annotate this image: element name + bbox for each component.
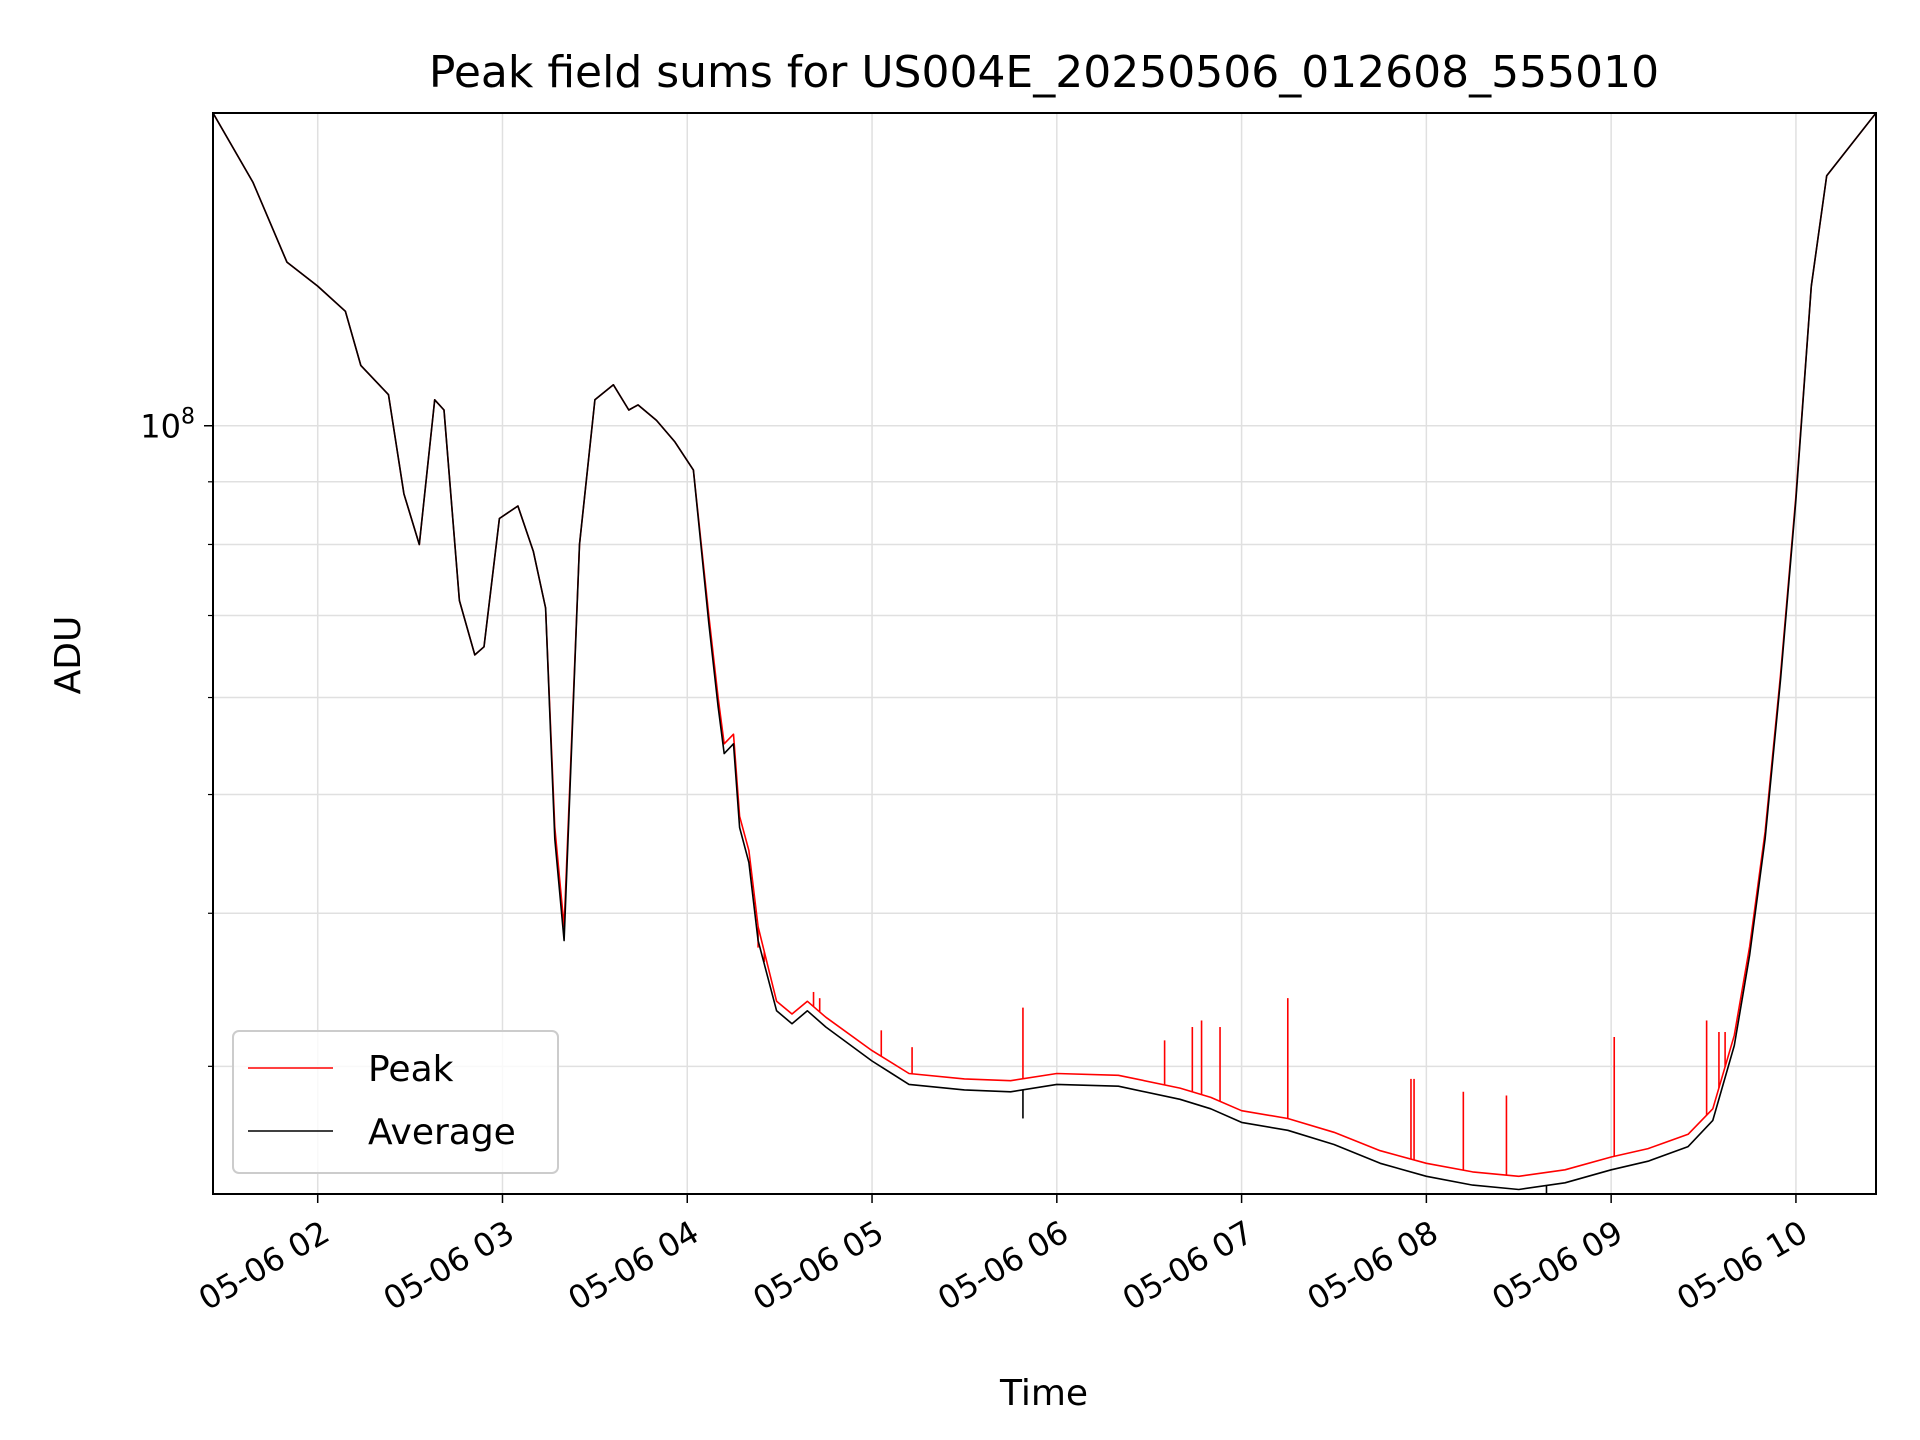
y-tick-label: 108	[140, 405, 195, 446]
plot-area	[213, 113, 1876, 1194]
chart-title: Peak field sums for US004E_20250506_0126…	[429, 47, 1659, 98]
plot-frame	[212, 112, 1877, 1195]
legend-average-label: Average	[368, 1112, 516, 1153]
grid	[213, 113, 1876, 1194]
x-axis-label: Time	[999, 1373, 1088, 1414]
legend-peak-label: Peak	[368, 1049, 454, 1090]
legend-box	[232, 1030, 559, 1174]
series-average-line	[213, 113, 1876, 1191]
y-axis-label: ADU	[48, 616, 89, 695]
legend: Peak Average	[232, 1030, 559, 1174]
y-axis: 108	[140, 405, 213, 1067]
